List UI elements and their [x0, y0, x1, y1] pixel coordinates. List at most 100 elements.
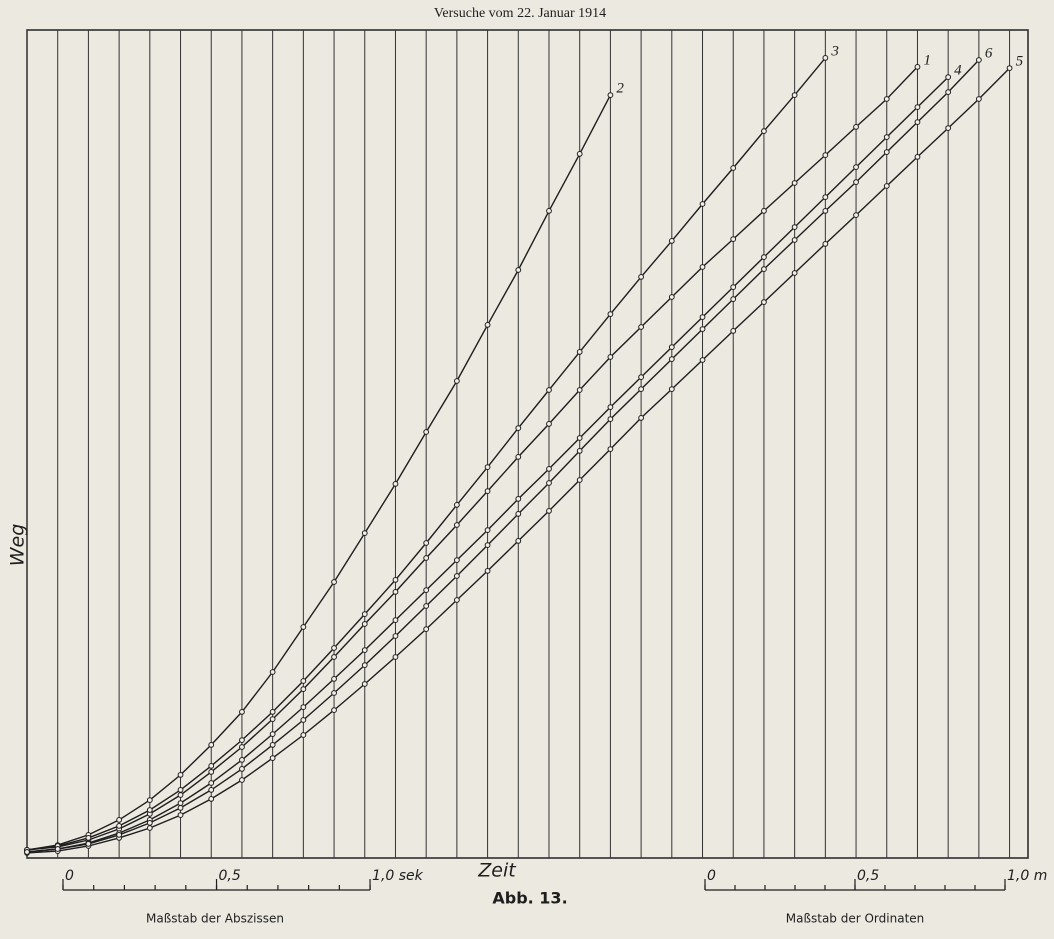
curve-point	[392, 481, 399, 487]
curve-point	[668, 294, 675, 300]
curve-point	[85, 841, 92, 847]
curve-point	[546, 480, 552, 486]
curve-point	[699, 314, 706, 321]
curve-point	[576, 387, 583, 393]
curve-point	[730, 328, 737, 334]
curve-point	[177, 772, 184, 778]
curve-point	[239, 766, 245, 772]
curve-point	[1006, 65, 1013, 71]
curve-point	[392, 654, 399, 660]
curve-point	[638, 374, 645, 381]
scale-tick-label: 1,0 m	[1007, 868, 1047, 884]
curve-point	[546, 508, 552, 514]
curve-point	[54, 846, 61, 852]
curve-point	[300, 678, 307, 684]
curve-point	[638, 324, 645, 330]
curve-point	[392, 589, 399, 595]
curve-point	[423, 587, 430, 593]
curve-point	[484, 568, 491, 574]
curve-point	[331, 654, 337, 660]
curve-point	[392, 633, 399, 639]
curve-point	[730, 236, 737, 243]
curve-point	[576, 477, 583, 483]
curve-point	[146, 820, 153, 826]
curve-point	[269, 709, 276, 715]
curve-point	[914, 104, 921, 110]
curve-point	[883, 183, 890, 189]
curve-point	[638, 386, 645, 393]
curve-point	[761, 254, 767, 261]
curve-point	[607, 404, 614, 411]
curve-point	[361, 662, 368, 668]
curve-point	[331, 690, 337, 696]
curve-point	[423, 555, 430, 561]
curve-point	[761, 299, 767, 306]
curve-point	[791, 224, 798, 231]
curve-point	[146, 825, 153, 831]
curve-point	[515, 538, 522, 544]
curve-point	[300, 704, 307, 710]
curve-point	[239, 757, 245, 763]
curve-point	[822, 194, 829, 201]
curve-point	[177, 792, 184, 798]
curve-point	[515, 496, 522, 502]
curve-point	[822, 208, 829, 214]
curve-point	[453, 378, 460, 384]
curve-point	[331, 645, 337, 651]
curve-point	[638, 274, 645, 280]
curve-point	[761, 266, 767, 273]
curve-point	[515, 511, 522, 517]
curve-point	[883, 96, 890, 102]
curve-point	[361, 647, 368, 653]
curve-point	[361, 530, 368, 536]
curve-point	[853, 212, 859, 219]
curve-point	[945, 89, 952, 95]
curve-point	[177, 812, 184, 818]
curve-point	[914, 119, 921, 125]
curve-point	[269, 731, 276, 737]
curve-label: 3	[830, 43, 839, 59]
curve-point	[730, 296, 737, 303]
curve-point	[484, 488, 491, 495]
curve-point	[361, 621, 368, 627]
curve-label: 6	[985, 45, 993, 61]
curve-point	[699, 201, 706, 207]
curve-point	[791, 237, 798, 243]
curve-point	[975, 57, 982, 63]
curve-point	[822, 55, 829, 61]
curve-point	[484, 322, 491, 328]
curve-label: 4	[954, 63, 962, 79]
curve-point	[853, 124, 859, 130]
curve-point	[668, 344, 675, 351]
curve-point	[331, 579, 337, 585]
scale-tick-label: 0	[65, 868, 74, 884]
caption: Abb. 13.	[492, 889, 567, 908]
curve-point	[607, 311, 614, 318]
curve-point	[177, 805, 184, 811]
curve-point	[423, 626, 430, 632]
curve-point	[484, 464, 491, 471]
scale-tick-label: 1,0 sek	[372, 868, 424, 884]
y-scale-label: Maßstab der Ordinaten	[786, 912, 925, 926]
curve-point	[300, 624, 307, 630]
curve	[26, 94, 612, 851]
curve-point	[177, 800, 184, 806]
curve-point	[208, 780, 215, 786]
curve-point	[546, 421, 552, 427]
curve-point	[300, 717, 307, 723]
curve-point	[699, 357, 706, 363]
curve-point	[392, 617, 399, 623]
curve-point	[453, 597, 460, 603]
curve-point	[975, 96, 982, 102]
curve-point	[300, 686, 307, 692]
curve-point	[515, 425, 522, 432]
curve-point	[607, 354, 614, 360]
curve-point	[208, 769, 215, 775]
x-axis-label: Zeit	[477, 860, 517, 882]
curve-point	[607, 416, 614, 423]
curve-point	[668, 238, 675, 244]
curve-point	[177, 787, 184, 793]
curve-point	[116, 823, 123, 829]
curve-point	[791, 180, 798, 186]
